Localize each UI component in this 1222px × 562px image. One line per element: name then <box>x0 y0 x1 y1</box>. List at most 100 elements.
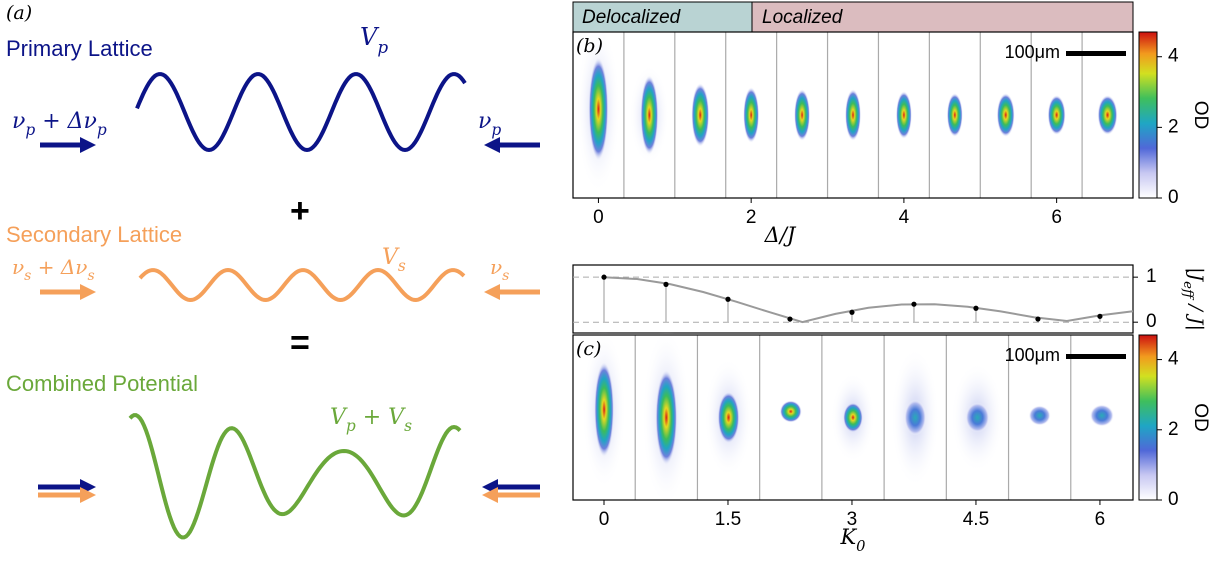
x-tick-label: 4 <box>899 207 910 228</box>
math-part: Δ/J <box>764 223 797 247</box>
atom-cloud <box>1028 405 1051 426</box>
atom-cloud <box>845 89 861 141</box>
colorbar-tick-label: 2 <box>1168 419 1179 440</box>
image-border <box>572 31 1134 199</box>
colorbar-tick-label: 0 <box>1168 187 1179 208</box>
atom-cloud <box>946 93 963 137</box>
image-border <box>572 334 1134 501</box>
arrow-head <box>482 487 498 503</box>
math-part: V <box>382 245 400 270</box>
atom-cloud <box>655 369 678 466</box>
math-part: + Δν <box>35 109 97 134</box>
scale-bar-label: 100μm <box>1005 345 1060 365</box>
math-part: s <box>398 257 406 275</box>
colorbar-tick-label: 4 <box>1168 349 1179 370</box>
y-tick-label: 0 <box>1146 311 1157 332</box>
math-part: 0 <box>856 538 865 555</box>
equals-sign: = <box>290 324 310 362</box>
panel-label: (c) <box>576 338 601 360</box>
atom-cloud <box>1089 404 1114 427</box>
math-part: V <box>330 405 348 430</box>
colorbar-tick-label: 0 <box>1168 489 1179 510</box>
math-part: p <box>97 121 107 139</box>
y-tick-label: 1 <box>1146 266 1157 287</box>
lattice-wave <box>128 413 462 540</box>
math-part: ν <box>478 109 491 134</box>
math-part: s <box>502 268 509 284</box>
data-point <box>1097 313 1103 319</box>
region-label: Localized <box>762 7 844 28</box>
math-label: Vp + Vs <box>330 405 412 435</box>
math-label: νp <box>478 109 501 139</box>
arrow-head <box>80 137 96 153</box>
data-point <box>849 309 855 315</box>
math-part: p <box>25 121 35 139</box>
arrow-head <box>484 137 500 153</box>
data-point <box>973 305 979 311</box>
math-part: ν <box>490 255 502 279</box>
x-tick-label: 2 <box>746 207 757 228</box>
colorbar-label: OD <box>1190 403 1211 432</box>
data-point <box>601 274 607 280</box>
x-tick-label: 4.5 <box>963 509 989 530</box>
x-tick-label: 6 <box>1051 207 1062 228</box>
math-part: + V <box>356 405 406 430</box>
math-part: s <box>87 268 94 284</box>
x-tick-label: 1.5 <box>715 509 741 530</box>
math-label: νs + Δνs <box>12 255 95 285</box>
math-part: p <box>377 37 388 57</box>
plus-sign: + <box>290 192 310 230</box>
math-label: Vp <box>360 23 388 57</box>
math-part: s <box>404 417 412 435</box>
scale-bar <box>1066 354 1126 359</box>
primary-title: Primary Lattice <box>6 36 153 61</box>
panel-label: (b) <box>576 35 603 57</box>
atom-cloud <box>594 361 615 458</box>
math-part: K <box>839 525 857 549</box>
arrow-head <box>80 284 96 300</box>
region-box <box>751 1 1134 33</box>
panel-label: (a) <box>6 2 32 24</box>
atom-cloud <box>965 402 990 433</box>
colorbar <box>1138 31 1158 199</box>
colorbar <box>1138 334 1158 501</box>
math-part: / J| <box>1185 298 1207 331</box>
plot-frame <box>572 264 1134 334</box>
math-part: ν <box>12 109 25 134</box>
arrow-head <box>80 487 96 503</box>
math-part: + Δν <box>31 255 87 279</box>
atom-cloud <box>691 83 710 147</box>
atom-cloud <box>1097 95 1118 135</box>
atom-cloud <box>640 75 659 155</box>
math-part: p <box>491 121 501 139</box>
math-label: K0 <box>839 525 865 555</box>
x-tick-label: 3 <box>847 509 858 530</box>
colorbar-tick-label: 2 <box>1168 116 1179 137</box>
scale-bar <box>1066 51 1126 56</box>
atom-cloud <box>779 400 802 423</box>
atom-cloud <box>996 93 1015 137</box>
atom-cloud <box>895 91 912 139</box>
math-part: s <box>24 268 31 284</box>
math-label: Δ/J <box>764 223 797 247</box>
x-tick-label: 0 <box>593 207 604 228</box>
secondary-title: Secondary Lattice <box>6 222 182 247</box>
x-tick-label: 6 <box>1095 509 1106 530</box>
math-part: p <box>346 417 356 435</box>
math-part: V <box>360 23 380 51</box>
colorbar-tick-label: 4 <box>1168 46 1179 67</box>
math-part: ν <box>12 255 24 279</box>
math-label: Vs <box>382 245 406 275</box>
x-tick-label: 0 <box>599 509 610 530</box>
data-point <box>787 316 793 322</box>
math-part: eff <box>1180 281 1195 301</box>
lattice-wave <box>135 72 467 153</box>
lattice-wave <box>138 267 466 303</box>
combined-title: Combined Potential <box>6 371 198 396</box>
data-point <box>1035 316 1041 322</box>
atom-cloud <box>717 391 740 444</box>
data-point <box>911 301 917 307</box>
math-label: νs <box>490 255 509 285</box>
colorbar-label: OD <box>1190 101 1211 130</box>
atom-cloud <box>743 87 760 143</box>
